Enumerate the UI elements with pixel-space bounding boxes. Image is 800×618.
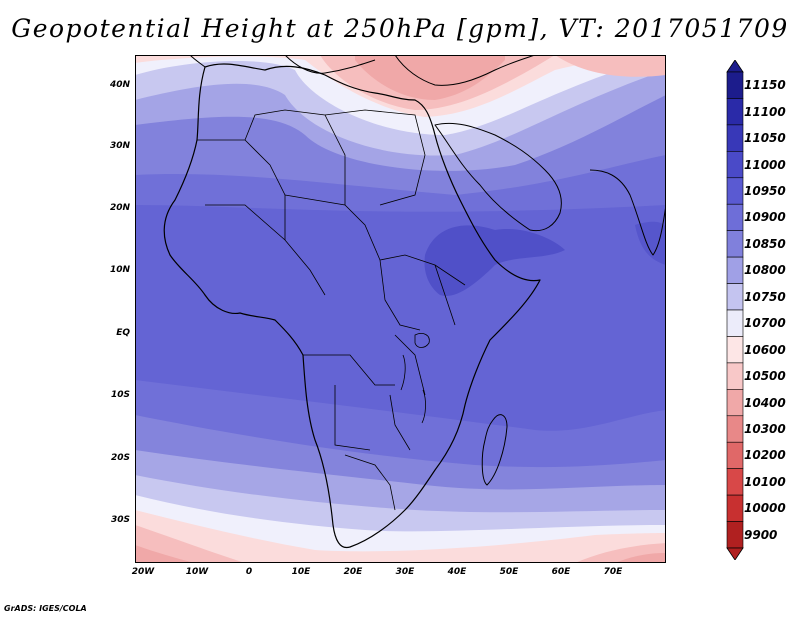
lon-label-50e: 50E <box>499 567 519 577</box>
colorbar-swatch <box>726 415 744 443</box>
colorbar-min-arrow <box>726 547 744 560</box>
lon-label-10e: 10E <box>291 567 311 577</box>
colorbar-level-label: 10600 <box>744 342 786 357</box>
colorbar-swatches <box>726 60 744 560</box>
colorbar-level-label: 11050 <box>744 131 786 146</box>
colorbar-level-label: 11100 <box>744 104 786 119</box>
colorbar-swatch <box>726 468 744 496</box>
colorbar-swatch <box>726 98 744 126</box>
lon-label-20w: 20W <box>131 567 155 577</box>
colorbar-level-label: 10300 <box>744 422 786 436</box>
colorbar-swatch <box>726 203 744 231</box>
colorbar-level-label: 10750 <box>744 289 786 304</box>
colorbar-swatch <box>726 256 744 284</box>
lon-label-40e: 40E <box>447 567 467 577</box>
colorbar-level-label: 9900 <box>744 527 778 542</box>
lat-label-30s: 30S <box>110 515 130 525</box>
lat-label-10n: 10N <box>109 265 130 275</box>
colorbar-swatch <box>726 230 744 258</box>
colorbar-swatch <box>726 177 744 205</box>
map-frame <box>135 55 666 563</box>
grads-credit: GrADS: IGES/COLA <box>4 604 87 613</box>
lat-label-20s: 20S <box>110 453 130 463</box>
country-borders <box>197 109 466 511</box>
europe-coastline <box>189 55 536 86</box>
colorbar-level-label: 10200 <box>744 448 786 463</box>
india-coastline <box>589 169 666 256</box>
colorbar-swatch <box>726 283 744 311</box>
colorbar-level-label: 10100 <box>744 474 786 489</box>
lon-label-60e: 60E <box>551 567 571 577</box>
colorbar-level-label: 10850 <box>744 236 786 251</box>
colorbar-level-label: 11150 <box>744 78 786 93</box>
colorbar-swatch <box>726 336 744 364</box>
colorbar-swatch <box>726 362 744 390</box>
colorbar-level-label: 10700 <box>744 316 786 331</box>
lat-label-10s: 10S <box>110 390 130 400</box>
colorbar-swatch <box>726 521 744 549</box>
lake-victoria <box>414 333 430 348</box>
lon-label-20e: 20E <box>343 567 363 577</box>
lat-label-40n: 40N <box>109 80 130 90</box>
colorbar-swatch <box>726 389 744 417</box>
field-band-10400-south-east <box>615 553 666 563</box>
map-title: Geopotential Height at 250hPa [gpm], VT:… <box>11 14 789 43</box>
colorbar-level-label: 11000 <box>744 157 786 172</box>
field-band-10500-ne <box>555 55 666 77</box>
lat-label-20n: 20N <box>109 203 130 213</box>
field-core-11000 <box>424 225 565 296</box>
lon-label-0: 0 <box>245 567 253 577</box>
africa-coastline <box>163 63 541 549</box>
colorbar-swatch <box>726 309 744 337</box>
colorbar: 11150 11100 11050 11000 10950 10900 10850 10800… <box>725 60 795 560</box>
colorbar-swatch <box>726 71 744 99</box>
field-band-10400-south-west <box>135 545 195 563</box>
colorbar-swatch <box>726 441 744 469</box>
lake-tanganyika <box>400 354 406 391</box>
colorbar-level-label: 10000 <box>744 501 786 516</box>
map-panel: 40N 30N 20N 10N EQ 10S 20S 30S 20W 10W 0… <box>110 55 666 577</box>
colorbar-level-label: 10500 <box>744 369 786 384</box>
field-band-10400-north <box>355 55 505 100</box>
colorbar-level-label: 10950 <box>744 184 786 198</box>
lon-label-70e: 70E <box>603 567 623 577</box>
colorbar-level-label: 10900 <box>744 210 786 225</box>
colorbar-swatch <box>726 151 744 179</box>
colorbar-level-label: 10400 <box>744 395 786 410</box>
lat-label-30n: 30N <box>109 141 130 151</box>
lat-label-eq: EQ <box>116 328 130 338</box>
colorbar-level-label: 10800 <box>744 263 786 278</box>
field-band-10500-south-west <box>135 525 245 563</box>
field-band-10600-south <box>135 510 666 563</box>
geopotential-map <box>135 55 666 563</box>
colorbar-swatch <box>726 124 744 152</box>
arabia-coastline <box>434 122 562 232</box>
colorbar-max-arrow <box>726 60 744 73</box>
madagascar-coastline <box>481 414 508 486</box>
colorbar-swatch <box>726 494 744 522</box>
lon-label-10w: 10W <box>185 567 209 577</box>
lon-label-30e: 30E <box>395 567 415 577</box>
lake-malawi <box>421 389 426 424</box>
